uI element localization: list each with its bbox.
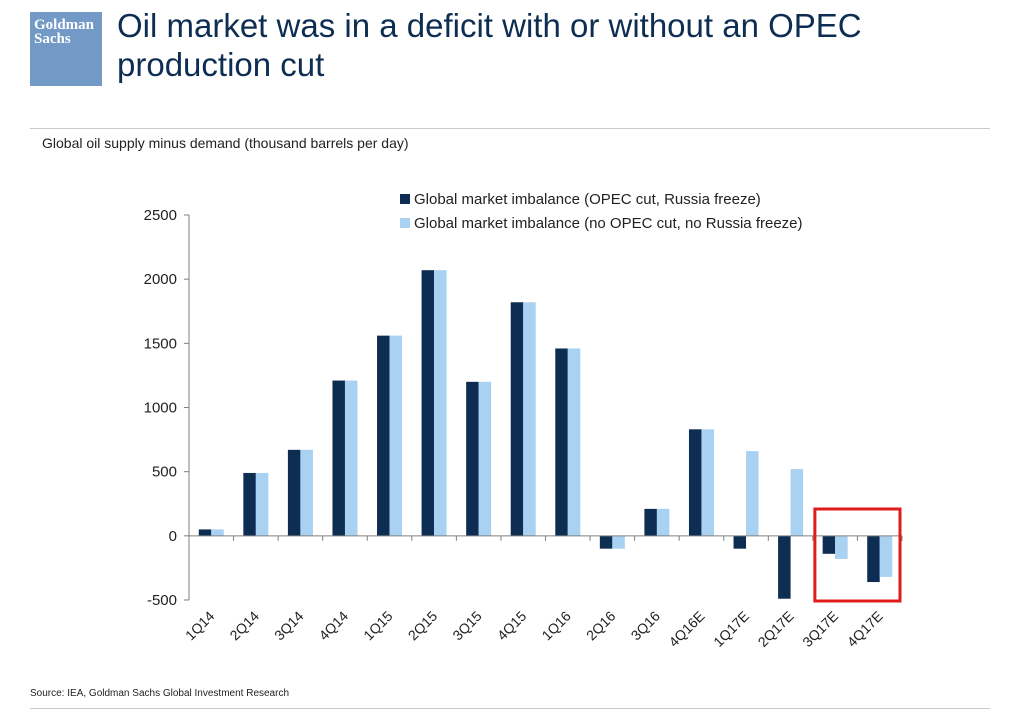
chart-subtitle: Global oil supply minus demand (thousand… [42, 135, 409, 151]
legend-label-series-1: Global market imbalance (OPEC cut, Russi… [414, 191, 761, 208]
bar-1Q17E-series-2 [746, 451, 759, 536]
source-note: Source: IEA, Goldman Sachs Global Invest… [30, 688, 290, 699]
legend-swatch-series-2 [400, 218, 410, 228]
y-tick-label: 2500 [144, 207, 177, 224]
bar-3Q14-series-2 [300, 449, 313, 536]
y-tick-label: 2000 [144, 271, 177, 288]
x-tick-label: 1Q15 [360, 608, 396, 644]
x-tick-label: 3Q16 [627, 608, 663, 644]
x-tick-label: 4Q15 [494, 608, 530, 644]
bar-2Q15-series-1 [421, 270, 435, 536]
bar-4Q17E-series-2 [879, 535, 893, 577]
y-tick-label: 1500 [144, 335, 177, 352]
bar-1Q14-series-2 [211, 529, 224, 536]
x-tick-label: 1Q17E [710, 608, 752, 650]
x-axis: 1Q14 2Q14 3Q14 4Q14 1Q15 2Q15 3Q15 4Q15 1Q16 2Q16… [182, 535, 903, 650]
bar-3Q16-series-1 [644, 508, 657, 536]
legend-swatch-series-1 [400, 194, 410, 204]
bar-4Q15-series-1 [510, 302, 524, 536]
bar-2Q17E-series-1 [778, 535, 791, 599]
goldman-sachs-logo: Goldman Sachs [30, 12, 102, 86]
bar-4Q17E-series-1 [867, 535, 880, 583]
y-axis: 2500 2000 1500 1000 500 0 -500 [144, 207, 190, 609]
bar-3Q16-series-2 [656, 508, 670, 536]
bars [198, 270, 893, 599]
x-tick-label: 4Q17E [844, 608, 886, 650]
bar-3Q17E-series-2 [835, 535, 848, 559]
bar-4Q16E-series-1 [688, 429, 702, 536]
bar-1Q16-series-1 [555, 348, 568, 536]
bar-2Q17E-series-2 [790, 469, 804, 536]
bar-1Q17E-series-1 [733, 535, 747, 549]
bar-1Q16-series-2 [567, 348, 581, 536]
header-divider [30, 128, 990, 129]
logo-line-2: Sachs [34, 31, 71, 47]
bar-2Q15-series-2 [434, 270, 447, 536]
y-tick-label: -500 [147, 592, 177, 609]
x-tick-label: 3Q14 [271, 608, 307, 644]
x-tick-label: 2Q15 [405, 608, 441, 644]
x-tick-label: 1Q14 [182, 608, 218, 644]
bar-3Q15-series-2 [478, 381, 492, 536]
x-tick-label: 2Q14 [226, 608, 262, 644]
bar-4Q15-series-2 [523, 302, 536, 536]
x-tick-label: 3Q17E [799, 608, 841, 650]
x-tick-label: 2Q16 [583, 608, 619, 644]
bar-4Q14-series-2 [344, 380, 358, 536]
x-tick-label: 1Q16 [538, 608, 574, 644]
x-tick-label: 3Q15 [449, 608, 485, 644]
x-tick-label: 4Q14 [316, 608, 352, 644]
highlight-box [813, 507, 902, 603]
highlight-box-group [813, 507, 902, 603]
logo-line-1: Goldman [34, 17, 95, 33]
y-tick-label: 500 [152, 464, 177, 481]
bar-4Q16E-series-2 [701, 429, 714, 536]
y-tick-label: 0 [169, 528, 177, 545]
page-title: Oil market was in a deficit with or with… [117, 7, 862, 83]
bar-1Q15-series-1 [377, 335, 390, 536]
bar-1Q15-series-2 [389, 335, 403, 536]
bar-3Q15-series-1 [466, 381, 479, 536]
bar-2Q14-series-2 [255, 472, 269, 536]
x-tick-label: 4Q16E [665, 608, 707, 650]
bar-2Q16-series-2 [612, 535, 625, 549]
footer-divider [30, 708, 990, 709]
legend-label-series-2: Global market imbalance (no OPEC cut, no… [414, 215, 803, 232]
bar-1Q14-series-1 [198, 529, 212, 536]
bar-3Q14-series-1 [287, 449, 301, 536]
bar-3Q17E-series-1 [822, 535, 836, 554]
x-tick-label: 2Q17E [755, 608, 797, 650]
chart-legend: Global market imbalance (OPEC cut, Russi… [400, 191, 803, 232]
bar-4Q14-series-1 [332, 380, 345, 536]
y-tick-label: 1000 [144, 400, 177, 417]
bar-2Q16-series-1 [599, 535, 613, 549]
bar-2Q14-series-1 [243, 472, 256, 536]
